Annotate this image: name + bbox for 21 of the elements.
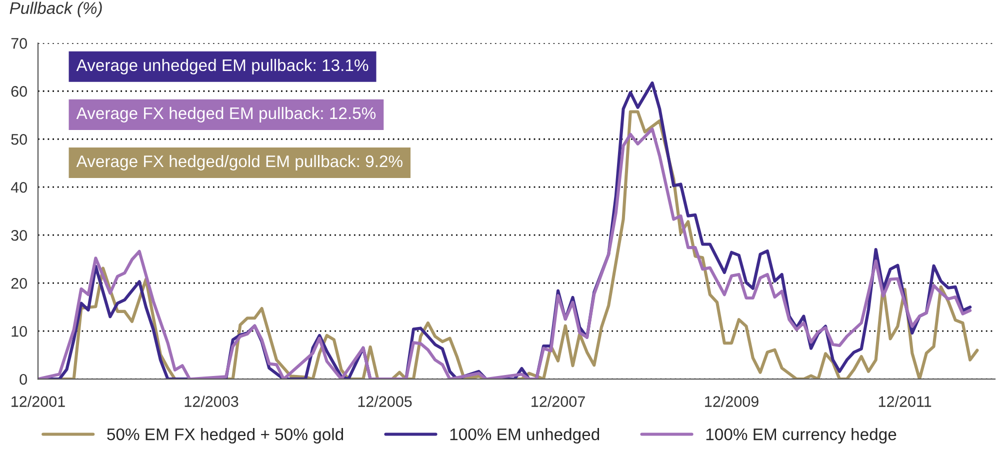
- annotation: Average FX hedged/gold EM pullback: 9.2%: [76, 154, 402, 170]
- x-tick-label: 12/2005: [358, 396, 412, 407]
- x-tick-label: 12/2007: [532, 396, 585, 407]
- y-tick-label: 40: [10, 182, 27, 193]
- y-tick-label: 10: [12, 326, 27, 337]
- x-tick-label: 12/2003: [184, 396, 238, 407]
- annotation: Average unhedged EM pullback: 13.1%: [76, 58, 368, 74]
- legend-label: 100% EM unhedged: [450, 428, 600, 444]
- y-tick-label: 70: [11, 38, 27, 49]
- y-tick-label: 50: [11, 134, 27, 145]
- legend-label: 50% EM FX hedged + 50% gold: [107, 428, 344, 444]
- x-tick-label: 12/2001: [12, 396, 65, 407]
- y-tick-label: 30: [11, 230, 27, 241]
- y-tick-label: 60: [11, 86, 27, 97]
- annotation: Average FX hedged EM pullback: 12.5%: [76, 106, 376, 122]
- y-axis-title: Pullback (%): [10, 2, 102, 18]
- x-tick-label: 12/2011: [878, 396, 932, 407]
- legend-label: 100% EM currency hedge: [706, 428, 896, 444]
- x-tick-label: 12/2009: [705, 396, 758, 407]
- y-tick-label: 20: [11, 278, 27, 289]
- y-tick-label: 0: [20, 374, 27, 385]
